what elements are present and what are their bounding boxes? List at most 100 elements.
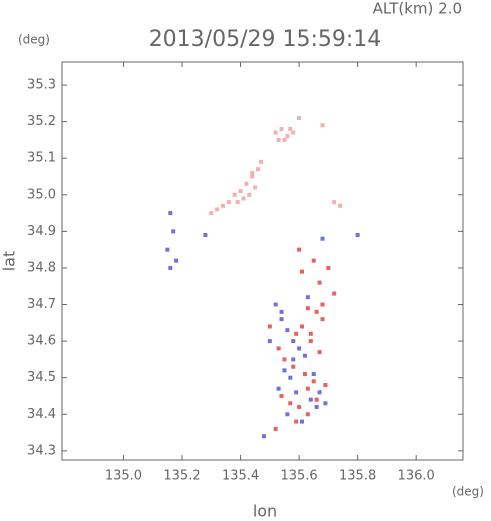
- data-point: [165, 247, 170, 252]
- data-point: [317, 280, 322, 285]
- y-tick-label: 34.5: [27, 370, 56, 385]
- chart-subtitle: ALT(km) 2.0: [373, 0, 462, 18]
- data-point: [294, 331, 299, 336]
- data-point: [320, 317, 325, 322]
- data-point: [209, 211, 214, 216]
- data-point: [332, 200, 337, 205]
- data-point: [276, 137, 281, 142]
- data-point: [288, 126, 293, 131]
- data-point: [273, 302, 278, 307]
- data-point: [297, 247, 302, 252]
- data-point: [320, 236, 325, 241]
- y-tick-label: 34.8: [27, 260, 56, 275]
- data-point: [276, 386, 281, 391]
- data-point: [302, 372, 307, 377]
- data-point: [282, 137, 287, 142]
- data-point: [291, 130, 296, 135]
- x-tick-label: 135.0: [105, 469, 142, 484]
- y-tick-label: 35.0: [27, 187, 56, 202]
- data-point: [174, 258, 179, 263]
- y-tick-label: 34.7: [27, 297, 56, 312]
- data-point: [285, 412, 290, 417]
- data-point: [320, 302, 325, 307]
- data-point: [332, 291, 337, 296]
- data-point: [300, 324, 305, 329]
- data-point: [305, 412, 310, 417]
- data-point: [215, 207, 220, 212]
- data-point: [226, 200, 231, 205]
- data-point: [300, 269, 305, 274]
- data-point: [311, 258, 316, 263]
- data-point: [326, 265, 331, 270]
- data-point: [267, 324, 272, 329]
- chart-title: 2013/05/29 15:59:14: [149, 27, 382, 52]
- y-tick-label: 34.6: [27, 334, 56, 349]
- data-point: [294, 390, 299, 395]
- x-tick-label: 135.2: [163, 469, 200, 484]
- data-point: [355, 233, 360, 238]
- data-point: [311, 372, 316, 377]
- data-point: [314, 397, 319, 402]
- data-point: [305, 295, 310, 300]
- data-point: [323, 401, 328, 406]
- data-point: [297, 346, 302, 351]
- data-point: [244, 181, 249, 186]
- data-point: [317, 350, 322, 355]
- data-point: [314, 309, 319, 314]
- data-point: [241, 196, 246, 201]
- data-point: [273, 426, 278, 431]
- y-tick-label: 34.9: [27, 224, 56, 239]
- data-point: [311, 379, 316, 384]
- data-point: [279, 309, 284, 314]
- data-point: [250, 174, 255, 179]
- data-point: [305, 386, 310, 391]
- data-point: [279, 317, 284, 322]
- data-point: [320, 123, 325, 128]
- data-point: [267, 339, 272, 344]
- data-point: [232, 192, 237, 197]
- x-tick-label: 135.4: [222, 469, 259, 484]
- data-point: [282, 368, 287, 373]
- data-point: [276, 346, 281, 351]
- data-point: [203, 233, 208, 238]
- data-point: [261, 434, 266, 439]
- data-point: [285, 328, 290, 333]
- data-point: [302, 353, 307, 358]
- data-point: [256, 167, 261, 172]
- data-point: [291, 364, 296, 369]
- data-point: [291, 339, 296, 344]
- data-point: [253, 185, 258, 190]
- data-point: [308, 397, 313, 402]
- data-point: [308, 339, 313, 344]
- plot-frame: [61, 61, 464, 461]
- y-tick-label: 35.3: [27, 78, 56, 93]
- data-point: [305, 306, 310, 311]
- data-point: [308, 331, 313, 336]
- y-tick-label: 35.2: [27, 114, 56, 129]
- data-point: [338, 203, 343, 208]
- data-point: [220, 203, 225, 208]
- data-point: [247, 192, 252, 197]
- x-tick-label: 135.6: [280, 469, 317, 484]
- data-point: [294, 419, 299, 424]
- data-point: [285, 134, 290, 139]
- x-tick-label: 135.8: [339, 469, 376, 484]
- y-axis-label: lat: [0, 251, 19, 272]
- data-point: [238, 189, 243, 194]
- data-point: [273, 130, 278, 135]
- data-point: [297, 115, 302, 120]
- data-point: [314, 404, 319, 409]
- data-point: [250, 170, 255, 175]
- data-point: [288, 375, 293, 380]
- data-point: [323, 383, 328, 388]
- data-point: [168, 265, 173, 270]
- data-point: [259, 159, 264, 164]
- data-point: [279, 126, 284, 131]
- data-point: [291, 357, 296, 362]
- y-unit: (deg): [18, 33, 50, 47]
- data-point: [279, 393, 284, 398]
- data-point: [317, 390, 322, 395]
- data-point: [235, 200, 240, 205]
- data-point: [171, 229, 176, 234]
